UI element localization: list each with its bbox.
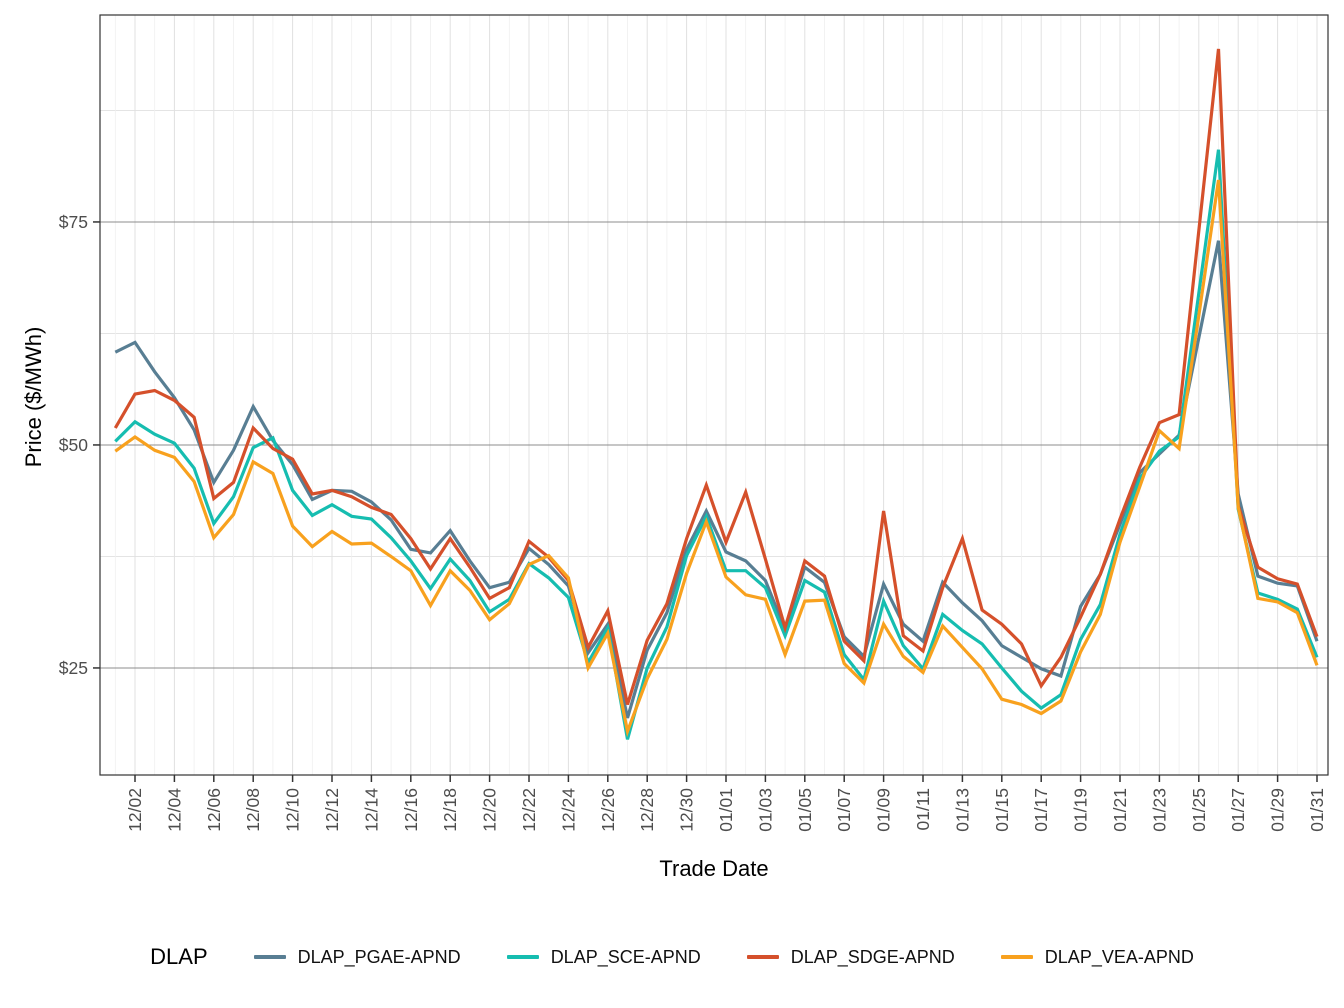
series-line-DLAP_SCE-APND	[114, 149, 1319, 740]
x-tick-label: 12/10	[283, 788, 303, 832]
series-line-DLAP_VEA-APND	[114, 179, 1319, 738]
legend-title: DLAP	[150, 944, 208, 969]
panel-border	[99, 14, 1329, 776]
x-tick-label: 12/02	[125, 788, 145, 832]
legend-entry: DLAP_SCE-APND	[506, 946, 701, 968]
x-tick-label: 01/11	[913, 788, 933, 831]
x-tick-label: 01/27	[1228, 788, 1248, 832]
plot-panel	[100, 15, 1328, 775]
x-tick-label: 01/21	[1110, 788, 1130, 832]
x-tick-label: 12/22	[519, 788, 539, 832]
x-tick-label: 01/29	[1268, 788, 1288, 832]
x-tick-label: 01/13	[952, 788, 972, 832]
x-tick-label: 12/28	[637, 788, 657, 832]
y-tick-label: $50	[59, 435, 88, 455]
x-tick-label: 12/12	[322, 788, 342, 832]
legend-key-line	[746, 955, 779, 959]
x-tick-label: 12/18	[440, 788, 460, 832]
x-tick-label: 01/09	[874, 788, 894, 832]
legend-entry-label: DLAP_VEA-APND	[1044, 946, 1194, 967]
x-tick-label: 01/05	[795, 788, 815, 832]
x-tick-label: 12/16	[401, 788, 421, 832]
y-tick-label: $75	[59, 212, 88, 232]
legend-entry-label: DLAP_SDGE-APND	[790, 946, 955, 967]
legend-entry-label: DLAP_SCE-APND	[550, 946, 701, 967]
x-tick-label: 12/24	[558, 788, 578, 832]
legend-key-line	[506, 955, 539, 959]
x-tick-label: 12/04	[164, 788, 184, 832]
x-tick-label: 12/14	[361, 788, 381, 832]
x-tick-label: 01/19	[1071, 788, 1091, 832]
x-tick-label: 01/17	[1031, 788, 1051, 832]
x-tick-label: 12/26	[598, 788, 618, 832]
legend-entry-label: DLAP_PGAE-APND	[297, 946, 461, 967]
legend: DLAP DLAP_PGAE-APND DLAP_SCE-APND DLAP_SDG…	[0, 930, 1344, 984]
x-tick-label: 12/06	[204, 788, 224, 832]
x-tick-label: 01/03	[755, 788, 775, 832]
x-tick-label: 01/25	[1189, 788, 1209, 832]
x-tick-label: 01/07	[834, 788, 854, 832]
y-axis-title: Price ($/MWh)	[21, 326, 46, 468]
x-tick-label: 12/08	[243, 788, 263, 832]
x-tick-label: 12/20	[480, 788, 500, 832]
legend-key-line	[253, 955, 286, 959]
legend-key-line	[1000, 955, 1033, 959]
x-tick-label: 01/23	[1149, 788, 1169, 832]
x-tick-label: 01/31	[1307, 788, 1327, 832]
x-tick-label: 01/15	[992, 788, 1012, 832]
x-tick-label: 01/01	[716, 788, 736, 832]
x-tick-label: 12/30	[677, 788, 697, 832]
legend-entry: DLAP_PGAE-APND	[253, 946, 461, 968]
legend-entry: DLAP_SDGE-APND	[746, 946, 955, 968]
legend-entry: DLAP_VEA-APND	[1000, 946, 1194, 968]
series-line-DLAP_SDGE-APND	[113, 48, 1319, 705]
y-tick-label: $25	[59, 658, 88, 678]
x-axis-title: Trade Date	[659, 856, 769, 881]
